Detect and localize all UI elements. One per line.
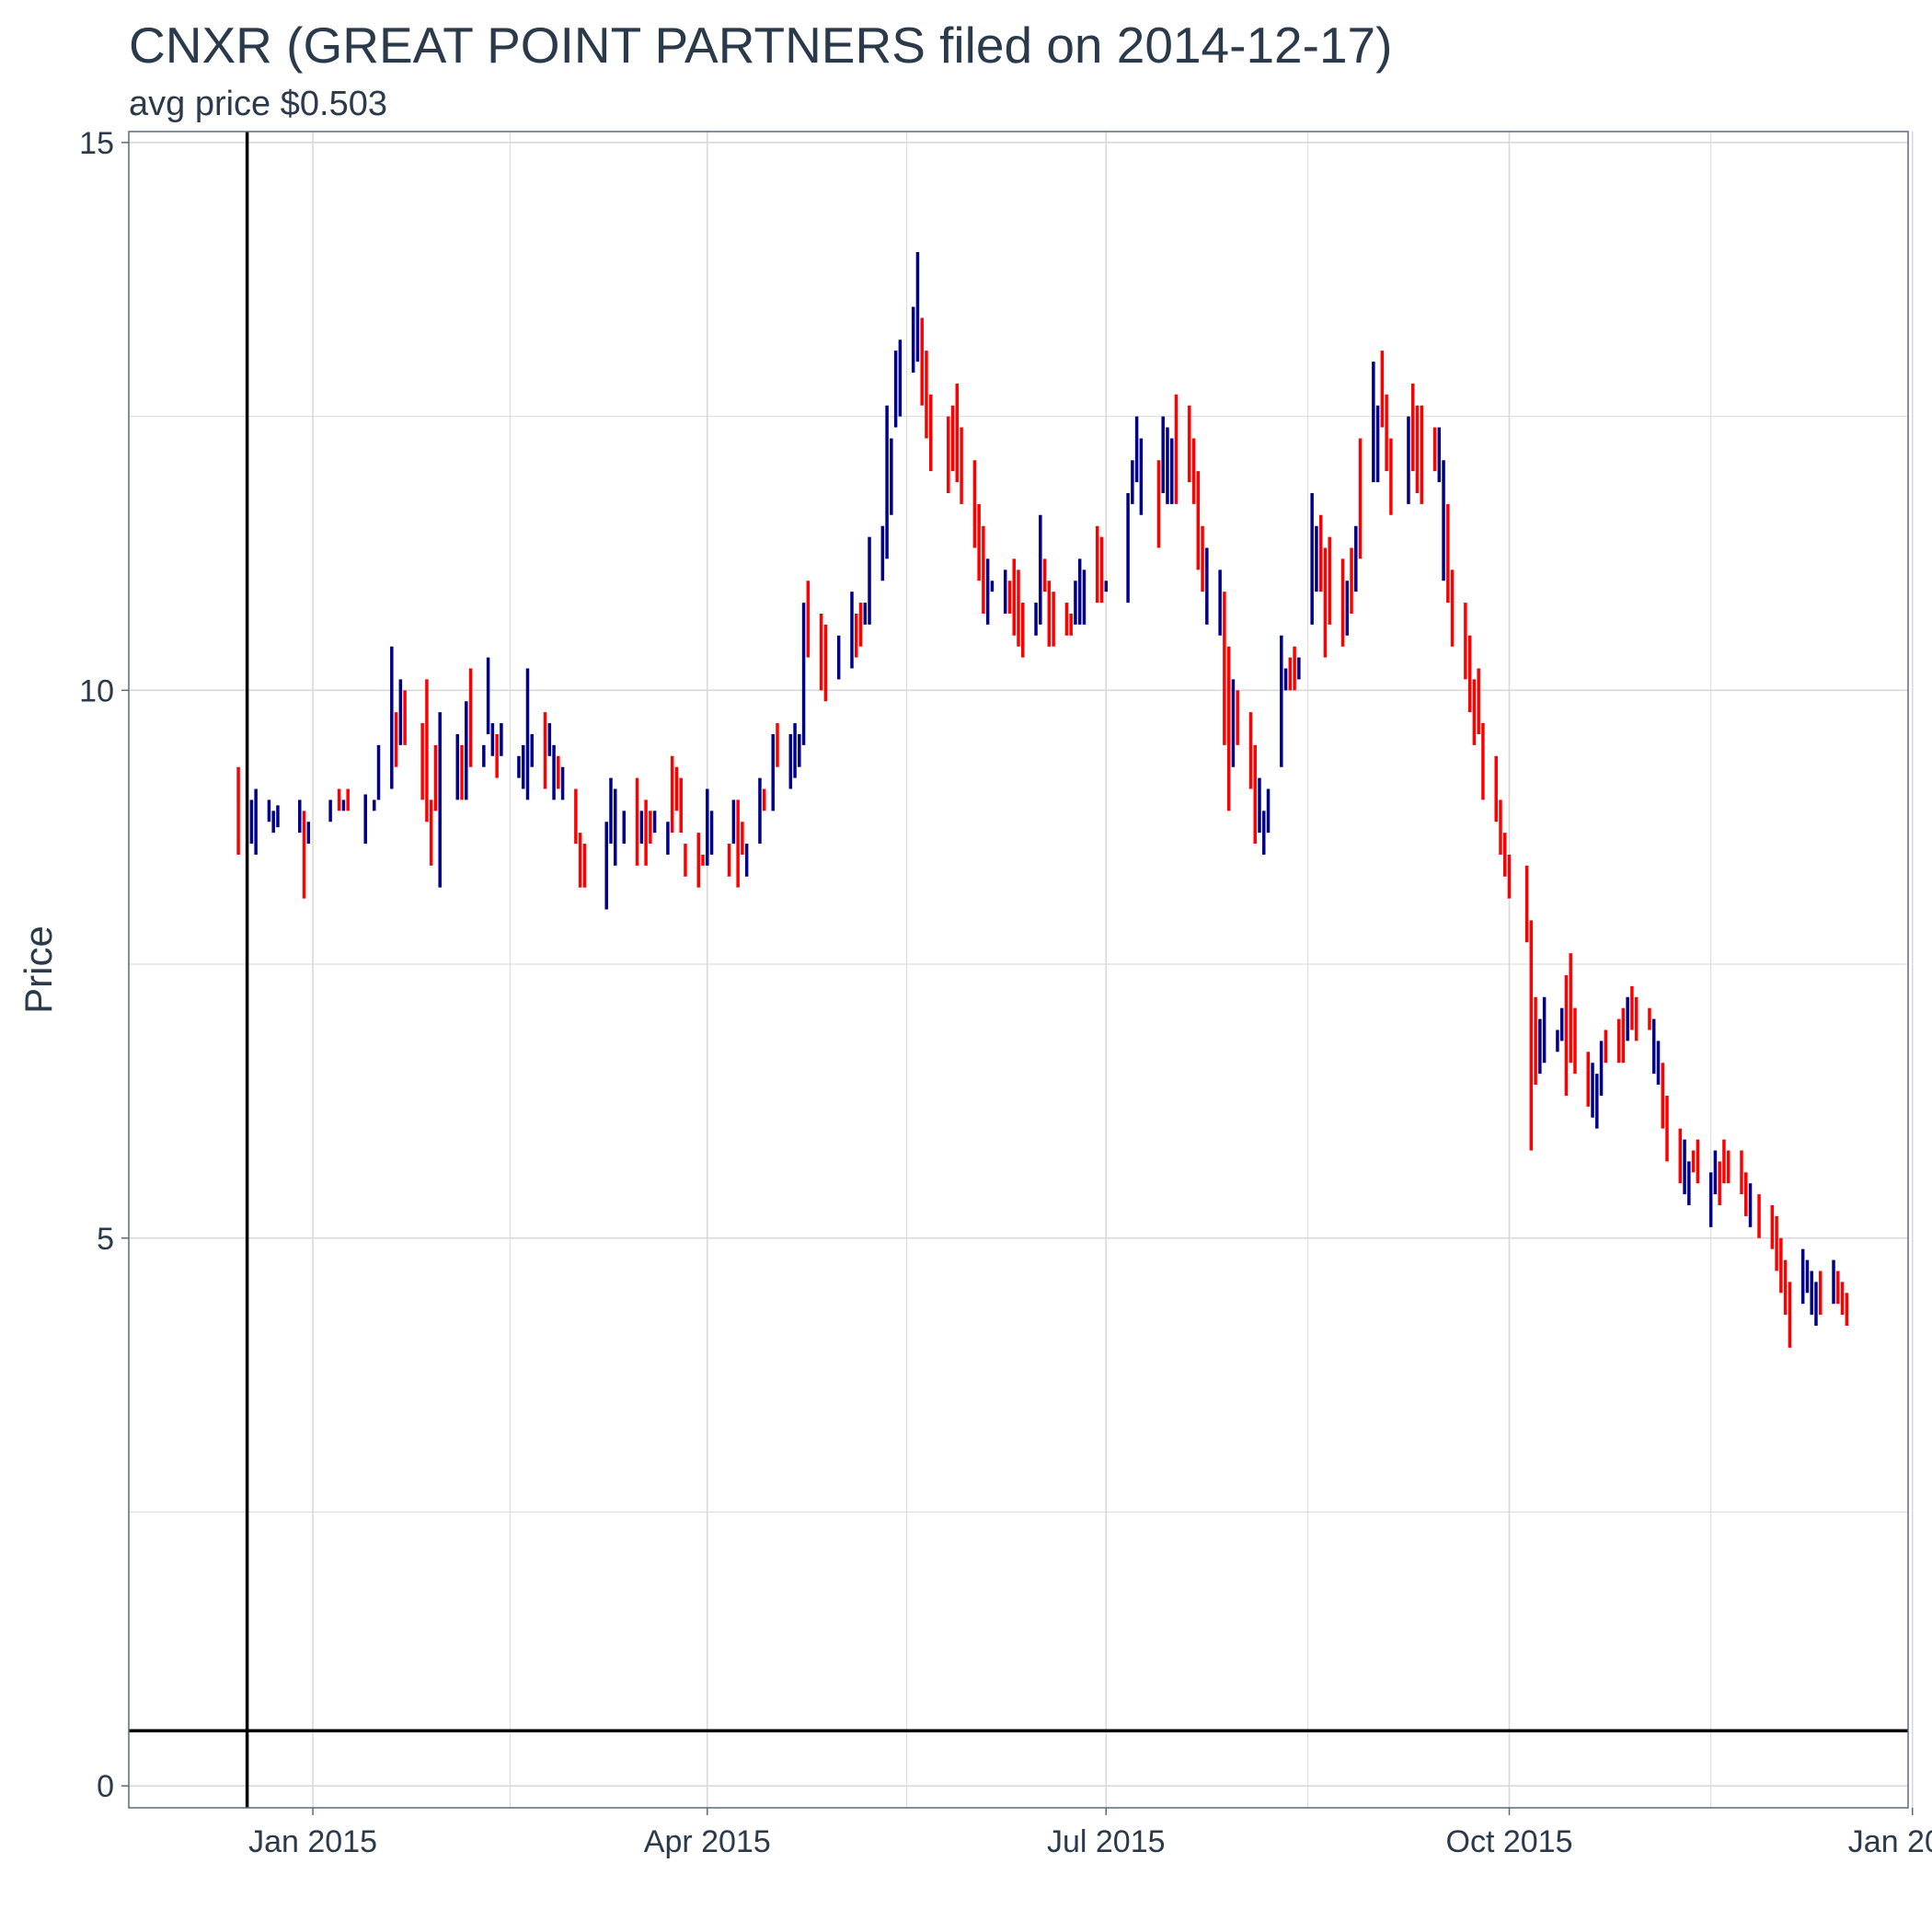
- chart-subtitle: avg price $0.503: [129, 85, 387, 123]
- x-tick-label: Jan 2015: [248, 1824, 377, 1859]
- chart-title: CNXR (GREAT POINT PARTNERS filed on 2014…: [129, 17, 1392, 74]
- plot-border: [128, 131, 1909, 1809]
- x-tick-label: Oct 2015: [1446, 1824, 1573, 1859]
- y-tick-label: 10: [79, 673, 114, 708]
- y-axis-ticks: 0 5 10 15: [79, 126, 129, 1804]
- y-tick-label: 5: [97, 1222, 114, 1257]
- y-axis-title: Price: [17, 926, 60, 1014]
- x-tick-label: Apr 2015: [644, 1824, 771, 1859]
- x-tick-label: Jan 2016: [1848, 1824, 1932, 1859]
- x-tick-label: Jul 2015: [1047, 1824, 1166, 1859]
- y-tick-label: 0: [97, 1769, 114, 1804]
- price-bars: [236, 251, 1849, 1348]
- reference-lines: [129, 132, 1908, 1808]
- x-axis-ticks: Jan 2015 Apr 2015 Jul 2015 Oct 2015 Jan 2016: [248, 1808, 1932, 1859]
- y-tick-label: 15: [79, 126, 114, 161]
